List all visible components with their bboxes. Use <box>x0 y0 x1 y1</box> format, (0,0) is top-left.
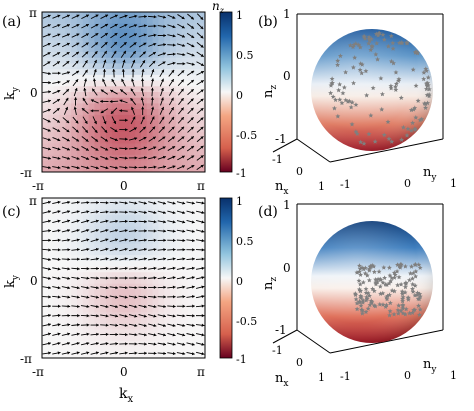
ylabel-c: ky <box>3 274 21 288</box>
xtick-d-0: 0 <box>296 356 303 369</box>
panel-d-sphere: (d) 1 0 -1 nz -1 0 1 nx -1 0 1 ny <box>258 198 457 389</box>
zlabel-b: nz <box>261 85 279 98</box>
ztick-d-top: 1 <box>283 198 291 212</box>
svg-text:-0.5: -0.5 <box>236 315 257 328</box>
colorbar-a: nz 1 0.5 0 -0.5 -1 <box>212 0 257 180</box>
ylabel-a-main: k <box>3 92 18 100</box>
xtick-d-m1: -1 <box>272 344 283 357</box>
box-d <box>272 203 444 354</box>
arrow-field-a <box>42 13 205 171</box>
svg-text:0.5: 0.5 <box>236 235 254 248</box>
xtick-c-mid: 0 <box>120 365 128 379</box>
ylabel-d: ny <box>423 357 437 375</box>
colorbar-c-ticks: 1 0.5 0 -0.5 -1 <box>236 195 257 366</box>
svg-text:nz: nz <box>261 85 279 98</box>
xlabel-c: kx <box>119 386 133 405</box>
xtick-a-left: -π <box>32 179 44 193</box>
xtick-b-0: 0 <box>296 165 303 178</box>
svg-text:0.5: 0.5 <box>236 49 254 62</box>
ytick-c-top: π <box>29 194 37 208</box>
ytick-a-top: π <box>29 6 37 20</box>
xtick-c-left: -π <box>32 365 44 379</box>
svg-text:-1: -1 <box>236 167 247 180</box>
ytick-a-mid: 0 <box>30 86 38 100</box>
ytick-d-m1: -1 <box>340 370 351 383</box>
xtick-a-right: π <box>197 179 205 193</box>
axes-frame-c <box>41 197 206 359</box>
panel-b-sphere: (b) 1 0 -1 nz -1 0 1 nx -1 0 1 ny <box>258 7 457 197</box>
panel-label-b: (b) <box>258 14 278 30</box>
svg-text:-1: -1 <box>236 353 247 366</box>
xtick-d-1: 1 <box>318 371 325 384</box>
xtick-a-mid: 0 <box>120 179 128 193</box>
ytick-d-1: 1 <box>450 369 457 382</box>
box-b <box>272 13 444 163</box>
ztick-b-mid: 0 <box>283 69 291 83</box>
ztick-d-bottom: -1 <box>275 323 287 337</box>
axes-frame-a <box>41 11 206 173</box>
panel-label-d: (d) <box>258 204 278 220</box>
ytick-b-1: 1 <box>450 177 457 190</box>
ytick-a-bottom: -π <box>20 166 32 180</box>
xlabel-b: nx <box>275 179 288 197</box>
ztick-b-bottom: -1 <box>275 132 287 146</box>
arrow-field-c <box>42 200 205 356</box>
ytick-d-0: 0 <box>404 369 411 382</box>
xtick-b-m1: -1 <box>272 153 283 166</box>
ztick-b-top: 1 <box>283 7 291 21</box>
xtick-c-right: π <box>197 365 205 379</box>
svg-text:ky: ky <box>3 274 21 288</box>
svg-text:0: 0 <box>236 275 243 288</box>
panel-c-vector-field: (c) π 0 -π ky -π 0 π kx <box>2 194 206 405</box>
ylabel-a-sub: y <box>11 86 21 93</box>
ytick-b-m1: -1 <box>340 178 351 191</box>
ytick-c-bottom: -π <box>20 352 32 366</box>
svg-text:nz: nz <box>261 277 279 290</box>
svg-text:1: 1 <box>236 195 243 208</box>
ytick-c-mid: 0 <box>30 274 38 288</box>
xtick-b-1: 1 <box>318 180 325 193</box>
scatter-points-d <box>352 261 423 318</box>
svg-text:ky: ky <box>3 86 21 100</box>
ztick-d-mid: 0 <box>283 261 291 275</box>
colorbar-a-title: nz <box>212 0 225 15</box>
colorbar-a-ticks: 1 0.5 0 -0.5 -1 <box>236 9 257 180</box>
panel-a-vector-field: (a) π 0 -π ky -π 0 π <box>2 6 206 193</box>
svg-text:1: 1 <box>236 9 243 22</box>
ylabel-b: ny <box>423 165 437 183</box>
ytick-b-0: 0 <box>404 177 411 190</box>
panel-label-c: (c) <box>2 204 21 220</box>
panel-label-a: (a) <box>2 14 21 30</box>
xlabel-d: nx <box>275 371 288 389</box>
ylabel-a: ky <box>3 86 21 100</box>
zlabel-d: nz <box>261 277 279 290</box>
scatter-points-b <box>328 30 432 146</box>
svg-text:-0.5: -0.5 <box>236 129 257 142</box>
svg-text:0: 0 <box>236 89 243 102</box>
colorbar-c: 1 0.5 0 -0.5 -1 <box>219 195 257 366</box>
